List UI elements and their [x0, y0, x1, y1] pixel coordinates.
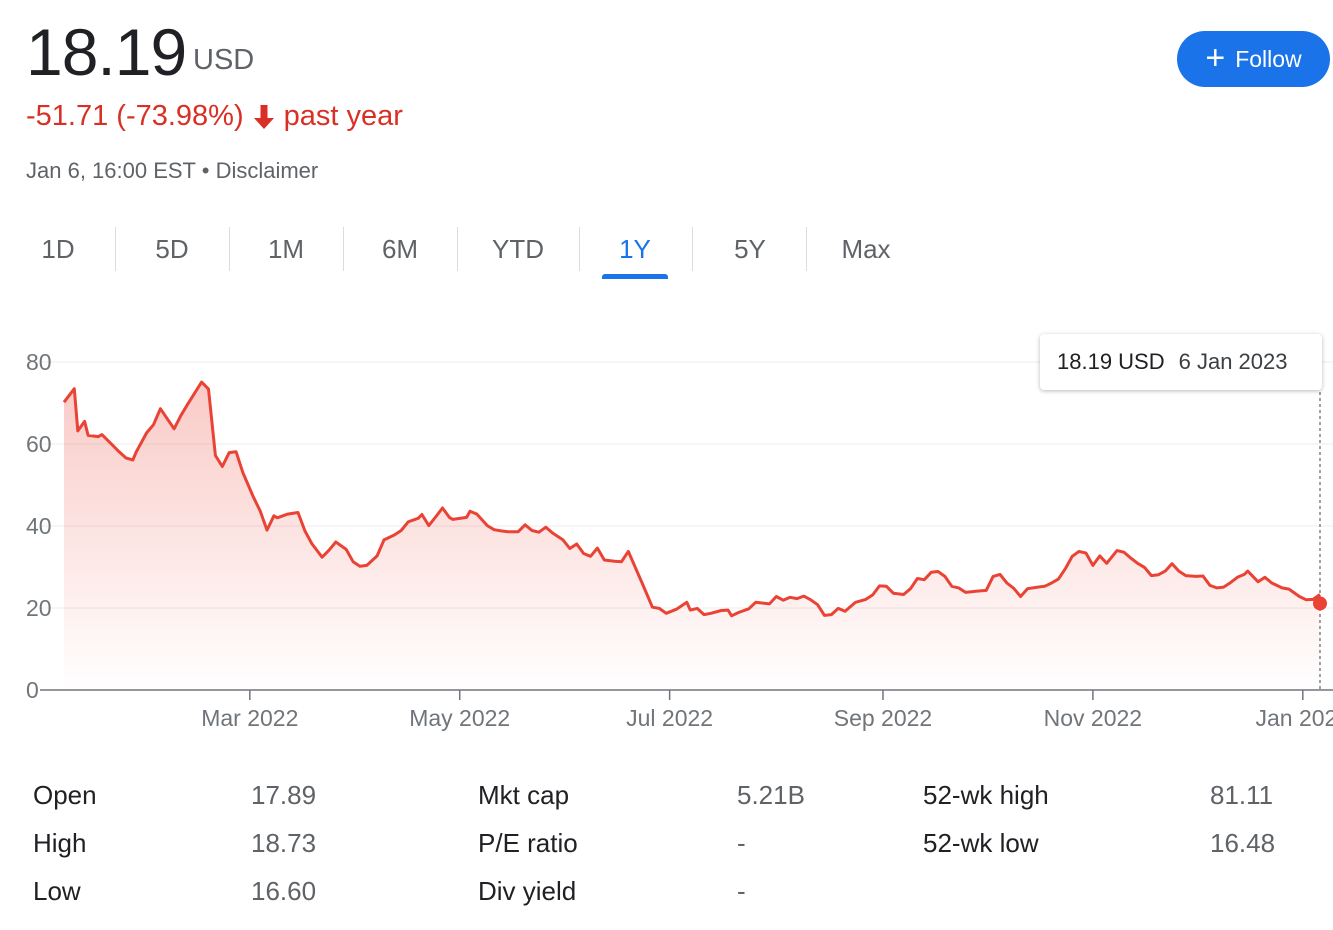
tab-label: Max: [841, 234, 891, 264]
hover-point: [1313, 596, 1327, 611]
tab-divider: [692, 227, 693, 271]
range-tabs: 1D 5D 1M 6M YTD 1Y 5Y Max: [0, 225, 920, 279]
x-tick-label: Nov 2022: [1044, 705, 1142, 731]
tab-divider: [115, 227, 116, 271]
separator-dot: •: [201, 158, 210, 183]
tab-5d[interactable]: 5D: [132, 225, 212, 275]
x-tick-label: Jul 2022: [626, 705, 713, 731]
stat-value-pe-ratio: -: [737, 828, 746, 858]
y-tick-label: 0: [26, 677, 39, 703]
tab-label: 1D: [41, 234, 75, 264]
change-amount: -51.71 (-73.98%): [26, 100, 244, 132]
arrow-down-icon: [253, 104, 274, 129]
stat-value-52wk-high: 81.11: [1210, 780, 1274, 810]
disclaimer-link[interactable]: Disclaimer: [215, 158, 319, 183]
stat-value-div-yield: -: [737, 876, 746, 906]
tab-divider: [579, 227, 580, 271]
stat-label-low: Low: [33, 876, 81, 906]
currency-code: USD: [193, 44, 255, 76]
tab-label: 5Y: [734, 234, 766, 264]
tab-label: 1M: [267, 234, 305, 264]
stat-value-high: 18.73: [251, 828, 317, 858]
tooltip-value: 18.19 USD: [1057, 349, 1165, 374]
price-chart[interactable]: 80 60 40 20 0 Mar 2022 May 2022 Jul 2022 Sep 202…: [0, 320, 1333, 740]
tab-label: YTD: [492, 234, 544, 264]
y-tick-label: 60: [26, 431, 52, 457]
stat-label-mkt-cap: Mkt cap: [478, 780, 570, 810]
series-area: [64, 382, 1320, 690]
current-price: 18.19: [26, 15, 187, 89]
chart-tooltip: 18.19 USD 6 Jan 2023: [1040, 334, 1322, 390]
stat-label-pe-ratio: P/E ratio: [478, 828, 578, 858]
x-tick-label: Sep 2022: [834, 705, 932, 731]
x-tick-label: Mar 2022: [201, 705, 298, 731]
follow-button[interactable]: + Follow: [1177, 31, 1330, 87]
stat-label-52wk-high: 52-wk high: [923, 780, 1049, 810]
stat-value-mkt-cap: 5.21B: [737, 780, 805, 810]
active-tab-indicator: [602, 274, 668, 279]
x-tick-label: Jan 2023: [1255, 705, 1333, 731]
tab-divider: [806, 227, 807, 271]
tab-5y[interactable]: 5Y: [710, 225, 790, 275]
stat-label-52wk-low: 52-wk low: [923, 828, 1039, 858]
tab-1m[interactable]: 1M: [246, 225, 326, 275]
stat-label-div-yield: Div yield: [478, 876, 577, 906]
series-line: [62, 380, 1321, 618]
tab-6m[interactable]: 6M: [360, 225, 440, 275]
quote-timestamp: Jan 6, 16:00 EST • Disclaimer: [26, 158, 318, 184]
tooltip-date: 6 Jan 2023: [1178, 349, 1288, 374]
x-tick-label: May 2022: [409, 705, 510, 731]
tab-label: 6M: [381, 234, 419, 264]
tab-label: 1Y: [619, 234, 651, 264]
price-change: -51.71 (-73.98%) past year: [26, 100, 403, 133]
y-tick-label: 40: [26, 513, 52, 539]
tab-label: 5D: [155, 234, 189, 264]
tab-1y[interactable]: 1Y: [602, 225, 668, 279]
y-tick-label: 20: [26, 595, 52, 621]
tab-ytd[interactable]: YTD: [476, 225, 560, 275]
plus-icon: +: [1205, 38, 1226, 77]
tab-1d[interactable]: 1D: [18, 225, 98, 275]
tab-max[interactable]: Max: [826, 225, 906, 275]
stat-value-52wk-low: 16.48: [1210, 828, 1276, 858]
timestamp-text: Jan 6, 16:00 EST: [26, 158, 196, 183]
tab-divider: [457, 227, 458, 271]
stat-value-open: 17.89: [251, 780, 317, 810]
tab-divider: [229, 227, 230, 271]
stat-label-high: High: [33, 828, 87, 858]
stat-value-low: 16.60: [251, 876, 317, 906]
follow-label: Follow: [1235, 45, 1302, 72]
tab-divider: [343, 227, 344, 271]
change-period: past year: [283, 100, 403, 132]
y-tick-label: 80: [26, 349, 52, 375]
stat-label-open: Open: [33, 780, 97, 810]
